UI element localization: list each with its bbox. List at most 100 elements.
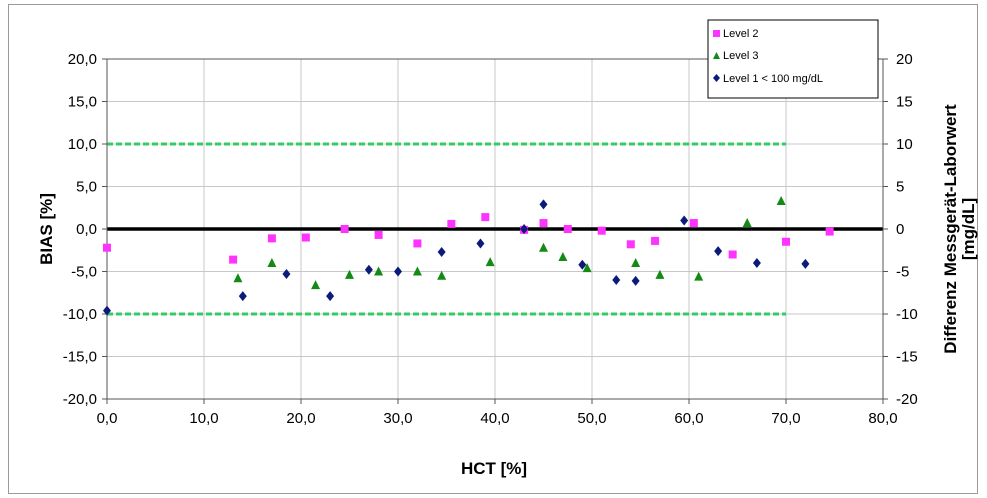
x-tick-label: 80,0 (868, 410, 897, 427)
x-tick-label: 0,0 (97, 410, 118, 427)
data-point-level-2 (229, 255, 238, 264)
legend: Level 2 Level 3 Level 1 < 100 mg/dL (707, 19, 879, 99)
data-point-level-2 (597, 226, 606, 235)
data-point-level-2 (267, 234, 276, 243)
y2-axis-title-line1: Differenz Messgerät-Laborwert (941, 104, 960, 354)
legend-label-level-1: Level 1 < 100 mg/dL (723, 73, 823, 85)
data-point-level-2 (825, 227, 834, 236)
y-tick-label: -20,0 (63, 391, 97, 408)
data-point-level-3 (311, 280, 321, 290)
data-point-level-2 (651, 236, 660, 245)
data-point-level-3 (582, 263, 592, 273)
data-point-level-2 (374, 230, 383, 239)
y2-tick-label: 10 (896, 136, 913, 153)
data-points (103, 195, 834, 316)
legend-box (707, 19, 879, 99)
y2-tick-label: -15 (896, 349, 918, 366)
data-point-level-1 (539, 199, 548, 210)
series-level-3 (233, 195, 786, 290)
data-point-level-3 (374, 266, 384, 276)
y2-tick-label: 0 (896, 221, 904, 238)
data-point-level-3 (694, 271, 704, 281)
data-point-level-3 (776, 195, 786, 205)
legend-marker-level-2 (713, 30, 720, 37)
data-point-level-1 (282, 269, 291, 280)
data-point-level-2 (447, 219, 456, 228)
data-point-level-2 (563, 225, 572, 233)
data-point-level-2 (301, 233, 310, 242)
x-tick-label: 40,0 (480, 410, 509, 427)
data-point-level-3 (558, 252, 568, 262)
data-point-level-1 (476, 238, 485, 249)
x-axis-title: HCT [%] (461, 459, 527, 478)
y2-tick-label: 15 (896, 94, 913, 111)
data-point-level-1 (631, 275, 640, 286)
x-tick-label: 20,0 (286, 410, 315, 427)
x-tick-label: 50,0 (577, 410, 606, 427)
data-point-level-3 (742, 218, 752, 228)
x-tick-label: 70,0 (771, 410, 800, 427)
reference-lines (107, 142, 883, 316)
data-point-level-1 (520, 224, 529, 234)
data-point-level-1 (364, 264, 373, 275)
data-point-level-3 (412, 266, 422, 276)
y2-tick-label: 5 (896, 179, 904, 196)
data-point-level-3 (345, 269, 354, 279)
data-point-level-1 (103, 305, 111, 316)
x-axis-tick-labels: 0,0 10,0 20,0 30,0 40,0 50,0 60,0 70,0 80,0 (97, 410, 898, 427)
legend-marker-level-3 (713, 52, 720, 59)
legend-label-level-2: Level 2 (723, 28, 758, 40)
data-point-level-3 (485, 257, 495, 267)
data-point-level-1 (680, 215, 689, 226)
y-tick-label: 0,0 (76, 221, 97, 238)
y-tick-label: 5,0 (76, 179, 97, 196)
y-tick-label: -15,0 (63, 349, 97, 366)
data-point-level-3 (539, 242, 548, 252)
data-point-level-2 (782, 237, 790, 246)
data-point-level-3 (631, 258, 641, 267)
data-point-level-1 (394, 266, 402, 277)
data-point-level-3 (655, 269, 665, 279)
y-tick-label: -5,0 (71, 264, 97, 281)
y-tick-label: -10,0 (63, 306, 97, 323)
y2-tick-label: 20 (896, 51, 913, 68)
x-tick-label: 60,0 (674, 410, 703, 427)
y2-tick-label: -20 (896, 391, 918, 408)
data-point-level-1 (238, 291, 247, 302)
legend-label-level-3: Level 3 (723, 50, 758, 62)
data-point-level-2 (728, 250, 737, 259)
series-level-1 (103, 199, 810, 316)
data-point-level-1 (612, 275, 621, 285)
data-point-level-1 (752, 258, 761, 268)
y-axis-title: BIAS [%] (37, 193, 56, 265)
y-axis-tick-labels: 20,0 15,0 10,0 5,0 0,0 -5,0 -10,0 -15,0 -20,0 (63, 51, 97, 408)
data-point-level-2 (413, 239, 422, 248)
data-point-level-2 (103, 243, 111, 252)
x-tick-label: 30,0 (383, 410, 412, 427)
y-tick-label: 10,0 (68, 136, 97, 153)
legend-marker-level-1 (713, 74, 720, 82)
data-point-level-1 (801, 258, 810, 269)
data-point-level-2 (481, 213, 490, 222)
data-point-level-1 (714, 246, 723, 257)
y2-tick-label: -10 (896, 306, 918, 323)
data-point-level-2 (689, 219, 698, 228)
plot-area-border (102, 58, 888, 404)
data-point-level-1 (578, 259, 587, 270)
data-point-level-3 (267, 258, 277, 267)
data-point-level-3 (437, 270, 447, 280)
y2-axis-tick-labels: 20 15 10 5 0 -5 -10 -15 -20 (896, 51, 918, 408)
y2-axis-title-line2: [mg/dL] (959, 198, 978, 260)
y-tick-label: 20,0 (68, 51, 97, 68)
data-point-level-3 (233, 273, 243, 283)
y-tick-label: 15,0 (68, 94, 97, 111)
data-point-level-2 (539, 219, 548, 228)
data-point-level-1 (437, 246, 446, 257)
data-point-level-2 (340, 225, 349, 233)
series-level-2 (103, 213, 834, 264)
y2-tick-label: -5 (896, 264, 909, 281)
data-point-level-2 (626, 240, 635, 249)
x-tick-label: 10,0 (189, 410, 218, 427)
data-point-level-1 (326, 291, 335, 302)
